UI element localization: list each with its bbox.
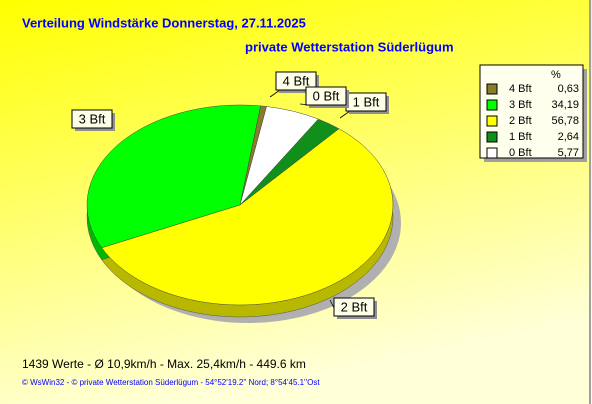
- label-box: [71, 109, 113, 129]
- slice: [239, 106, 319, 206]
- legend-swatch: [486, 147, 498, 159]
- legend-swatch: [486, 115, 498, 127]
- legend-label: 4 Bft: [509, 83, 532, 95]
- label-box: [305, 86, 347, 106]
- legend-title: %: [551, 69, 561, 81]
- legend-swatch: [486, 131, 498, 143]
- chart-subtitle: private Wetterstation Süderlügum: [245, 39, 454, 54]
- legend-value: 2,64: [558, 131, 579, 143]
- slice-label: 2 Bft: [341, 299, 368, 314]
- chart-title: Verteilung Windstärke Donnerstag, 27.11.…: [22, 15, 306, 30]
- legend-value: 34,19: [551, 99, 579, 111]
- legend-value: 0,63: [558, 83, 579, 95]
- legend-label: 2 Bft: [509, 115, 532, 127]
- legend-swatch: [486, 83, 498, 95]
- label-leader: [269, 89, 281, 98]
- footer-copyright: © WsWin32 - © private Wetterstation Süde…: [22, 378, 320, 387]
- label-box: [333, 297, 375, 317]
- slice-label: 0 Bft: [313, 88, 340, 103]
- legend-value: 56,78: [551, 115, 579, 127]
- label-leader: [339, 110, 351, 119]
- legend-box: [479, 64, 584, 159]
- legend-value: 5,77: [558, 147, 579, 159]
- label-box: [275, 71, 317, 91]
- slice-label: 1 Bft: [353, 94, 380, 109]
- legend-label: 1 Bft: [509, 131, 532, 143]
- legend-swatch: [486, 99, 498, 111]
- slice: [86, 104, 261, 249]
- slice-label: 3 Bft: [79, 111, 106, 126]
- footer-stats: 1439 Werte - Ø 10,9km/h - Max. 25,4km/h …: [22, 357, 306, 371]
- slice: [101, 128, 394, 306]
- legend-label: 0 Bft: [509, 147, 532, 159]
- legend-label: 3 Bft: [509, 99, 532, 111]
- slice-label: 4 Bft: [283, 73, 310, 88]
